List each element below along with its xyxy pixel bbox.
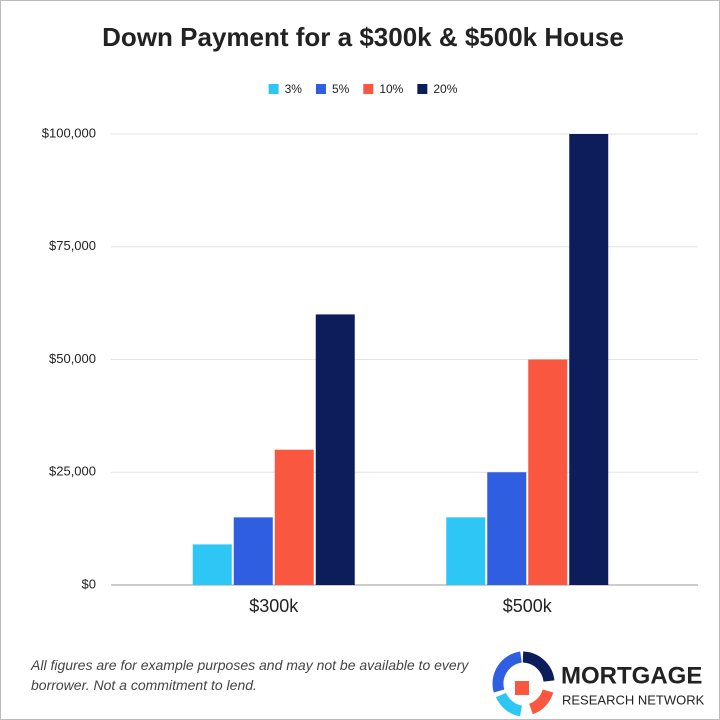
chart-title: Down Payment for a $300k & $500k House [102, 22, 624, 52]
legend-label: 5% [332, 82, 350, 96]
y-tick-label: $25,000 [49, 464, 96, 479]
bar [569, 134, 609, 585]
bar [446, 517, 486, 585]
logo-icon [492, 651, 555, 717]
footnote: All figures are for example purposes and… [31, 657, 469, 693]
legend-swatch [315, 84, 326, 94]
legend: 3% 5% 10% 20% [268, 82, 458, 96]
x-tick-label: $300k [249, 596, 299, 616]
legend-swatch [417, 84, 428, 94]
legend-label: 20% [433, 82, 457, 96]
bar [233, 517, 273, 585]
legend-label: 3% [285, 82, 303, 96]
bar [487, 472, 527, 585]
legend-swatch [268, 84, 279, 94]
x-tick-label: $500k [503, 596, 553, 616]
legend-swatch [363, 84, 374, 94]
brand-name: MORTGAGE [561, 662, 702, 689]
legend-label: 10% [379, 82, 403, 96]
bar [274, 449, 314, 585]
y-tick-label: $50,000 [49, 351, 96, 366]
y-tick-label: $0 [82, 576, 96, 591]
y-tick-label: $100,000 [42, 125, 96, 140]
brand-tagline: RESEARCH NETWORK [562, 692, 705, 707]
bar [192, 544, 232, 585]
bar [528, 359, 568, 585]
bar [315, 314, 355, 585]
y-tick-label: $75,000 [49, 238, 96, 253]
